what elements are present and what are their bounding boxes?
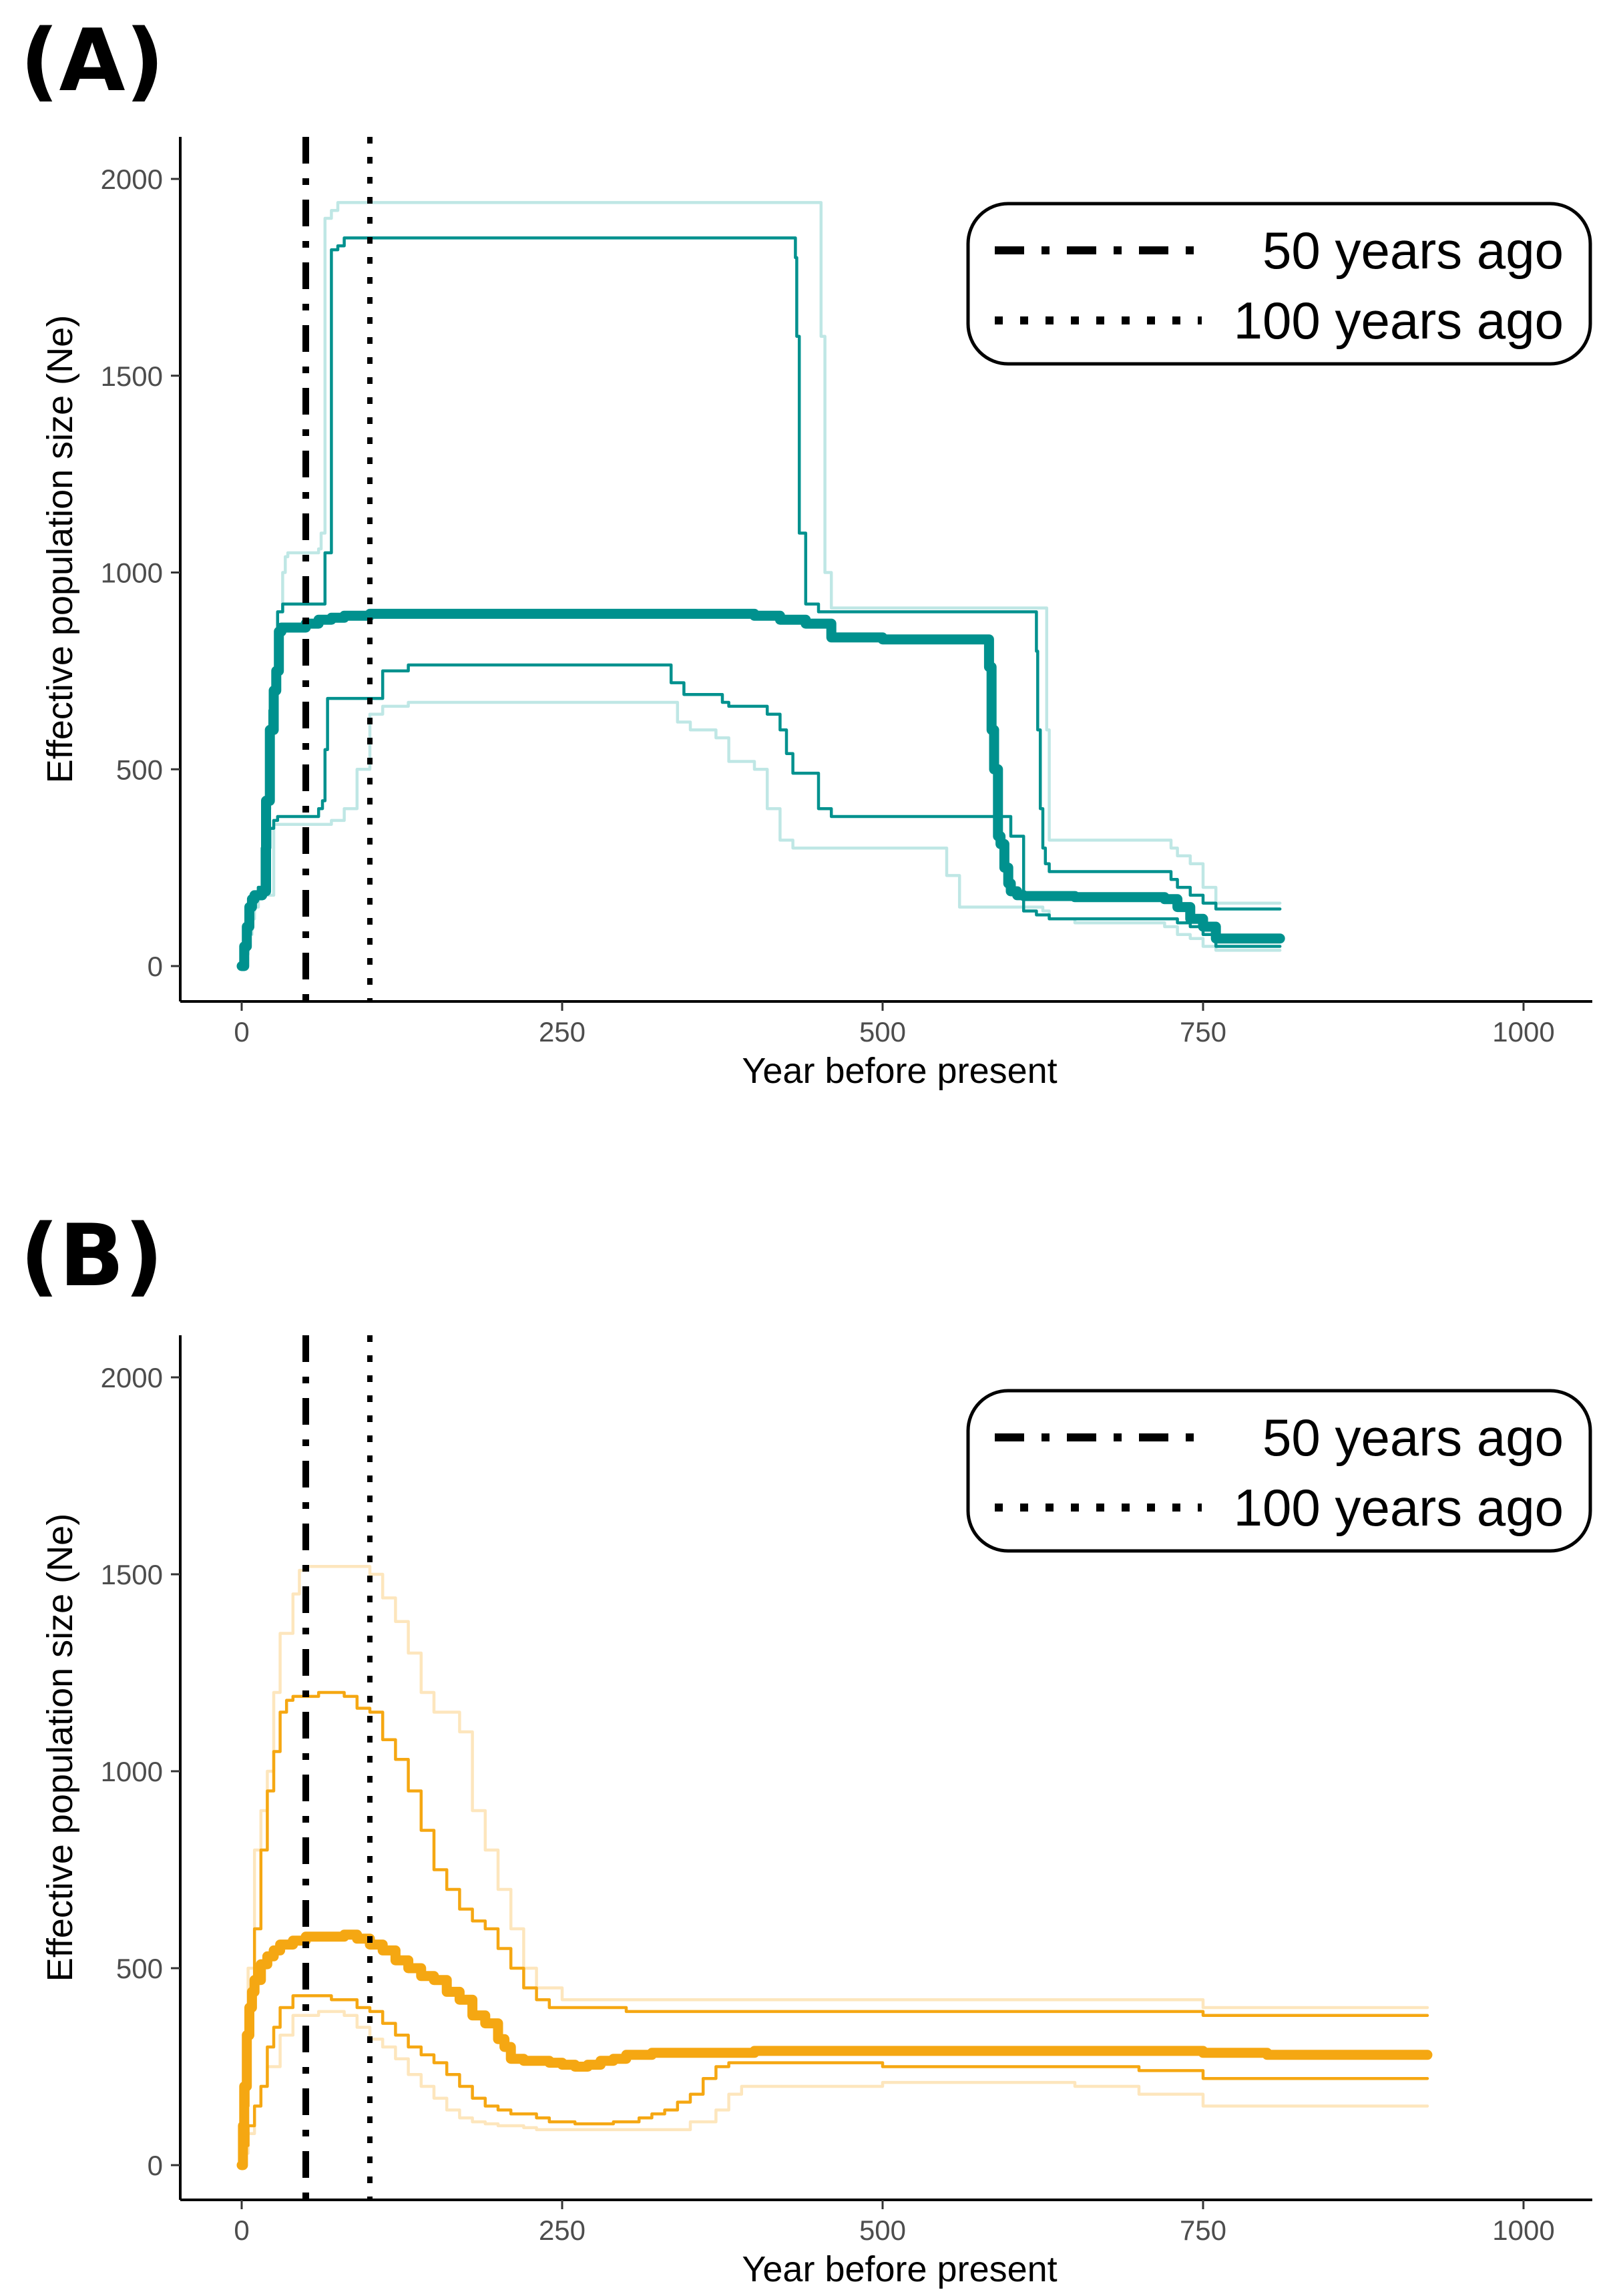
legend-label: 100 years ago xyxy=(1234,1478,1564,1537)
x-tick-label: 250 xyxy=(539,2215,586,2246)
series-line-median xyxy=(236,608,1285,971)
panel-label: (B) xyxy=(20,1206,164,1306)
y-tick-label: 1000 xyxy=(101,557,163,589)
y-tick-label: 0 xyxy=(148,951,163,982)
y-tick-label: 1500 xyxy=(101,361,163,392)
legend-label: 50 years ago xyxy=(1262,1408,1564,1467)
x-tick-label: 750 xyxy=(1180,2215,1226,2246)
x-tick-label: 500 xyxy=(859,1016,906,1048)
series-line-inner-lower xyxy=(240,663,1282,968)
x-tick-label: 750 xyxy=(1180,1016,1226,1048)
series-line-outer-lower xyxy=(240,700,1282,968)
series-line-inner-lower xyxy=(240,1994,1429,2167)
y-axis-title: Effective population size (Ne) xyxy=(40,315,80,783)
y-tick-label: 2000 xyxy=(101,164,163,195)
x-tick-label: 250 xyxy=(539,1016,586,1048)
chart-panel-a: (A) 0 500 1000 1500 2000 0 250 500 750 1000 Year be… xyxy=(20,11,1592,1091)
panel-label: (A) xyxy=(20,11,164,111)
legend: 50 years ago 100 years ago xyxy=(966,1389,1592,1553)
legend-label: 100 years ago xyxy=(1234,291,1564,350)
series-line-inner-upper xyxy=(240,1690,1429,2167)
x-tick-label: 0 xyxy=(234,2215,249,2246)
x-tick-label: 0 xyxy=(234,1016,249,1048)
y-tick-label: 500 xyxy=(116,1953,163,1984)
y-tick-label: 0 xyxy=(148,2150,163,2181)
y-tick-label: 1000 xyxy=(101,1756,163,1787)
chart-panel-b: (B) 0 500 1000 1500 2000 0 250 500 750 1000 Year be… xyxy=(20,1206,1592,2289)
x-tick-label: 1000 xyxy=(1492,2215,1554,2246)
x-tick-label: 500 xyxy=(859,2215,906,2246)
x-axis-title: Year before present xyxy=(742,2249,1057,2289)
legend: 50 years ago 100 years ago xyxy=(966,202,1592,366)
y-tick-label: 2000 xyxy=(101,1362,163,1393)
x-axis-title: Year before present xyxy=(742,1051,1057,1091)
x-tick-label: 1000 xyxy=(1492,1016,1554,1048)
y-axis-title: Effective population size (Ne) xyxy=(40,1514,80,1982)
y-tick-label: 1500 xyxy=(101,1559,163,1590)
y-tick-label: 500 xyxy=(116,754,163,785)
series-line-median xyxy=(236,1929,1433,2170)
series-line-outer-lower xyxy=(240,2010,1429,2167)
legend-label: 50 years ago xyxy=(1262,221,1564,280)
